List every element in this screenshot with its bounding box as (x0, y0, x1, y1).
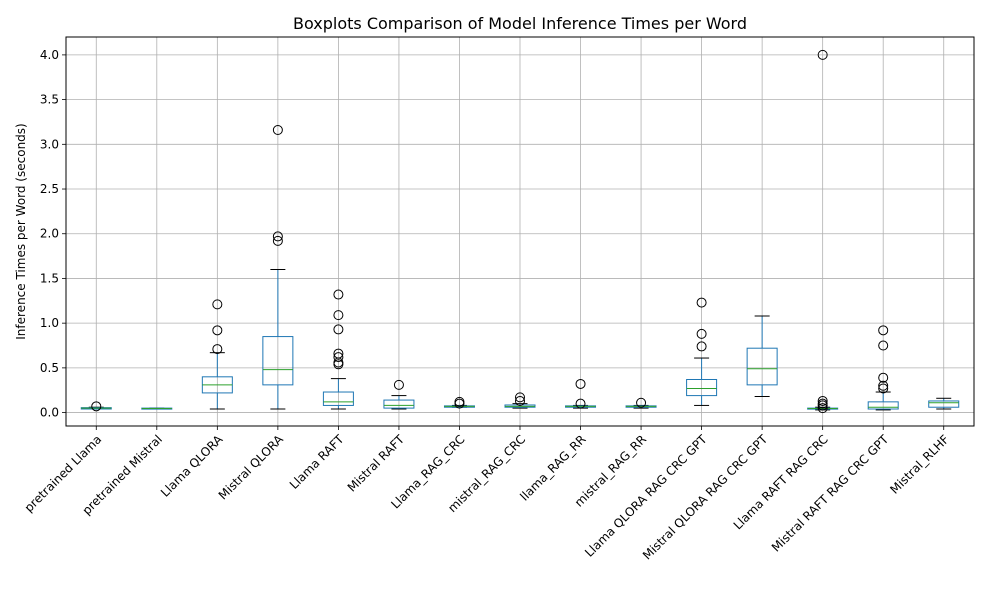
y-tick-label: 1.0 (40, 316, 59, 330)
outlier-point (393, 379, 404, 390)
outlier-point (575, 378, 586, 389)
outlier-point (212, 325, 223, 336)
x-tick-label: Mistral_RLHF (887, 432, 952, 497)
box-group (746, 315, 778, 397)
box-group (141, 407, 173, 410)
y-tick-label: 2.0 (40, 227, 59, 241)
outlier-point (333, 324, 344, 335)
box-group (807, 49, 839, 414)
box-group (867, 325, 899, 411)
outlier-point (515, 392, 525, 403)
box-group (80, 401, 112, 412)
outlier-point (817, 403, 828, 414)
outlier-point (817, 395, 828, 406)
box-group (443, 396, 475, 409)
outlier-point (333, 352, 344, 363)
y-axis: 0.0 0.5 1.0 1.5 2.0 2.5 3.0 3.5 4.0 (40, 48, 66, 420)
box-group (383, 379, 415, 410)
y-tick-label: 3.5 (40, 93, 59, 107)
x-tick-label: Mistral RAFT (345, 432, 408, 495)
box-group (504, 392, 536, 409)
x-tick-label: Llama QLORA RAG CRC GPT (582, 432, 710, 560)
x-tick-label: Llama QLORA (158, 432, 226, 500)
outlier-point (817, 49, 828, 60)
box-group (565, 378, 597, 409)
outlier-point (333, 348, 344, 359)
box-group (201, 299, 233, 410)
chart-title: Boxplots Comparison of Model Inference T… (293, 14, 747, 33)
outlier-point (878, 372, 889, 383)
box-group (322, 289, 354, 410)
iqr-box (322, 391, 354, 406)
y-tick-label: 2.5 (40, 182, 59, 196)
outlier-point (212, 344, 223, 355)
iqr-box (383, 399, 415, 409)
y-tick-label: 0.0 (40, 406, 59, 420)
y-tick-label: 4.0 (40, 48, 59, 62)
outlier-point (272, 235, 283, 246)
iqr-box (686, 378, 718, 397)
iqr-box (746, 347, 778, 386)
outlier-point (636, 397, 647, 408)
iqr-box (928, 400, 960, 408)
x-tick-label: Llama RAFT (287, 432, 347, 492)
outlier-point (272, 231, 283, 242)
outlier-point (817, 398, 828, 409)
box-group (928, 397, 960, 410)
outlier-point (333, 310, 344, 321)
boxes (80, 49, 960, 414)
y-tick-label: 0.5 (40, 361, 59, 375)
outlier-point (696, 328, 707, 339)
box-group (625, 397, 657, 409)
grid (66, 37, 974, 426)
outlier-point (878, 325, 889, 336)
iqr-box (867, 401, 899, 410)
box-group (262, 125, 294, 410)
iqr-box (262, 336, 294, 386)
x-tick-label: Mistral QLORA RAG CRC GPT (640, 432, 771, 563)
x-tick-label: Mistral RAFT RAG CRC GPT (769, 432, 892, 555)
outlier-point (575, 398, 586, 409)
outlier-point (333, 289, 344, 300)
outlier-point (272, 125, 283, 136)
y-axis-label: Inference Times per Word (seconds) (14, 123, 28, 339)
outlier-point (696, 341, 707, 352)
outlier-point (878, 380, 889, 391)
outlier-point (212, 299, 223, 310)
outlier-point (91, 401, 102, 412)
outlier-point (454, 396, 465, 407)
box-group (686, 297, 718, 406)
outlier-point (878, 383, 889, 394)
x-tick-label: Mistral QLORA (216, 432, 287, 503)
outlier-point (696, 297, 707, 308)
y-tick-label: 1.5 (40, 271, 59, 285)
outlier-point (878, 340, 889, 351)
outlier-point (515, 395, 525, 406)
y-tick-label: 3.0 (40, 137, 59, 151)
